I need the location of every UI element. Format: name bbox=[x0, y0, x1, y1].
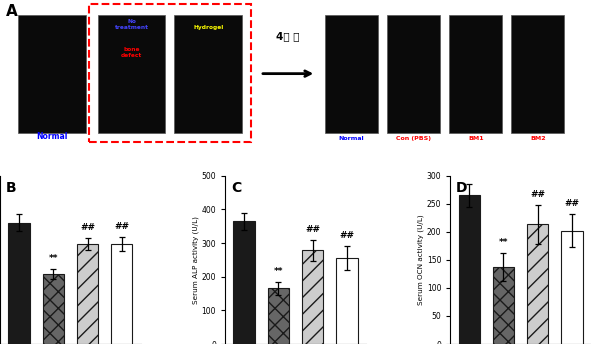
Bar bbox=[111, 244, 132, 344]
Text: No
treatment: No treatment bbox=[115, 19, 148, 30]
Text: D: D bbox=[456, 181, 467, 195]
Text: Normal: Normal bbox=[36, 132, 67, 141]
Text: ##: ## bbox=[305, 225, 320, 234]
Bar bbox=[527, 225, 548, 344]
Text: bone
defect: bone defect bbox=[121, 47, 142, 57]
Text: ##: ## bbox=[530, 190, 545, 199]
Text: ##: ## bbox=[564, 199, 580, 208]
Y-axis label: Serum ALP activity (U/L): Serum ALP activity (U/L) bbox=[192, 216, 199, 304]
Text: Normal: Normal bbox=[339, 136, 365, 141]
Bar bbox=[449, 15, 502, 132]
Bar bbox=[174, 15, 242, 132]
Bar bbox=[302, 250, 323, 344]
Text: ##: ## bbox=[114, 222, 129, 231]
Bar bbox=[18, 15, 86, 132]
Text: ##: ## bbox=[80, 223, 95, 232]
Bar bbox=[336, 258, 358, 344]
Y-axis label: Serum OCN activity (U/L): Serum OCN activity (U/L) bbox=[417, 215, 424, 305]
Bar bbox=[493, 267, 514, 344]
Text: **: ** bbox=[274, 267, 283, 276]
Text: B: B bbox=[6, 181, 17, 195]
Bar bbox=[561, 231, 583, 344]
Bar bbox=[387, 15, 440, 132]
Bar bbox=[233, 221, 255, 344]
Bar bbox=[459, 195, 480, 344]
Text: **: ** bbox=[48, 254, 58, 263]
Bar bbox=[268, 289, 289, 344]
Text: C: C bbox=[230, 181, 241, 195]
Bar bbox=[511, 15, 564, 132]
Text: ##: ## bbox=[339, 232, 355, 240]
Bar bbox=[43, 274, 64, 344]
Bar bbox=[325, 15, 378, 132]
Text: 4주 후: 4주 후 bbox=[276, 31, 300, 41]
Bar bbox=[8, 223, 30, 344]
Text: Con (PBS): Con (PBS) bbox=[396, 136, 431, 141]
Text: BM2: BM2 bbox=[530, 136, 545, 141]
Text: BM1: BM1 bbox=[468, 136, 483, 141]
Bar bbox=[77, 244, 98, 344]
Text: A: A bbox=[6, 4, 18, 19]
Bar bbox=[98, 15, 165, 132]
Text: Hydrogel: Hydrogel bbox=[193, 25, 223, 30]
Text: **: ** bbox=[499, 238, 508, 247]
